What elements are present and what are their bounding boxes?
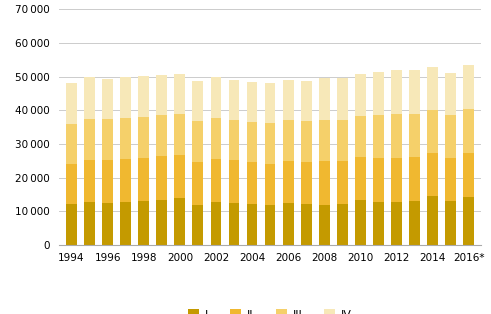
Bar <box>463 153 474 197</box>
Bar <box>211 118 221 159</box>
Bar <box>138 76 149 117</box>
Bar <box>156 116 167 156</box>
Bar <box>66 124 77 164</box>
Bar <box>102 79 113 119</box>
Bar <box>463 109 474 153</box>
Bar <box>138 117 149 158</box>
Bar <box>192 163 203 205</box>
Bar <box>246 204 257 245</box>
Bar <box>319 161 329 205</box>
Bar <box>102 160 113 203</box>
Bar <box>409 70 420 114</box>
Bar <box>337 120 348 161</box>
Bar <box>355 157 366 199</box>
Bar <box>445 116 456 159</box>
Bar <box>228 121 240 160</box>
Bar <box>373 115 384 159</box>
Bar <box>283 120 294 161</box>
Bar <box>228 203 240 245</box>
Bar <box>427 110 438 153</box>
Bar <box>156 199 167 245</box>
Bar <box>355 116 366 157</box>
Bar <box>300 81 312 122</box>
Bar <box>355 199 366 245</box>
Bar <box>120 77 131 118</box>
Bar <box>373 202 384 245</box>
Bar <box>228 80 240 121</box>
Bar <box>427 197 438 245</box>
Bar <box>463 197 474 245</box>
Bar <box>120 160 131 202</box>
Bar <box>265 164 275 205</box>
Bar <box>409 157 420 201</box>
Bar <box>427 153 438 197</box>
Bar <box>409 114 420 157</box>
Bar <box>283 80 294 120</box>
Bar <box>84 77 95 119</box>
Bar <box>319 78 329 121</box>
Bar <box>174 74 185 114</box>
Bar <box>102 203 113 245</box>
Bar <box>265 83 275 123</box>
Bar <box>228 160 240 203</box>
Bar <box>138 201 149 245</box>
Bar <box>300 162 312 204</box>
Bar <box>445 73 456 115</box>
Bar <box>66 84 77 124</box>
Bar <box>265 123 275 164</box>
Bar <box>84 160 95 202</box>
Bar <box>66 204 77 245</box>
Bar <box>246 122 257 162</box>
Bar <box>174 198 185 245</box>
Bar <box>265 205 275 245</box>
Bar <box>192 81 203 122</box>
Bar <box>319 205 329 245</box>
Bar <box>319 121 329 161</box>
Bar <box>138 158 149 201</box>
Bar <box>300 122 312 162</box>
Bar <box>391 114 402 158</box>
Bar <box>427 67 438 110</box>
Bar <box>211 77 221 118</box>
Bar <box>156 75 167 115</box>
Bar <box>337 203 348 245</box>
Legend: I, II, III, IV: I, II, III, IV <box>184 305 356 314</box>
Bar <box>337 161 348 203</box>
Bar <box>246 162 257 204</box>
Bar <box>211 202 221 245</box>
Bar <box>66 164 77 204</box>
Bar <box>211 159 221 202</box>
Bar <box>246 82 257 122</box>
Bar <box>391 70 402 114</box>
Bar <box>300 204 312 245</box>
Bar <box>120 202 131 245</box>
Bar <box>156 156 167 199</box>
Bar <box>120 118 131 160</box>
Bar <box>463 65 474 109</box>
Bar <box>445 159 456 201</box>
Bar <box>391 202 402 245</box>
Bar <box>283 203 294 245</box>
Bar <box>445 201 456 245</box>
Bar <box>337 78 348 120</box>
Bar <box>174 114 185 155</box>
Bar <box>192 205 203 245</box>
Bar <box>84 202 95 245</box>
Bar <box>174 155 185 198</box>
Bar <box>391 158 402 202</box>
Bar <box>283 161 294 203</box>
Bar <box>409 201 420 245</box>
Bar <box>192 122 203 163</box>
Bar <box>373 159 384 202</box>
Bar <box>102 119 113 160</box>
Bar <box>355 74 366 116</box>
Bar <box>84 119 95 160</box>
Bar <box>373 72 384 115</box>
